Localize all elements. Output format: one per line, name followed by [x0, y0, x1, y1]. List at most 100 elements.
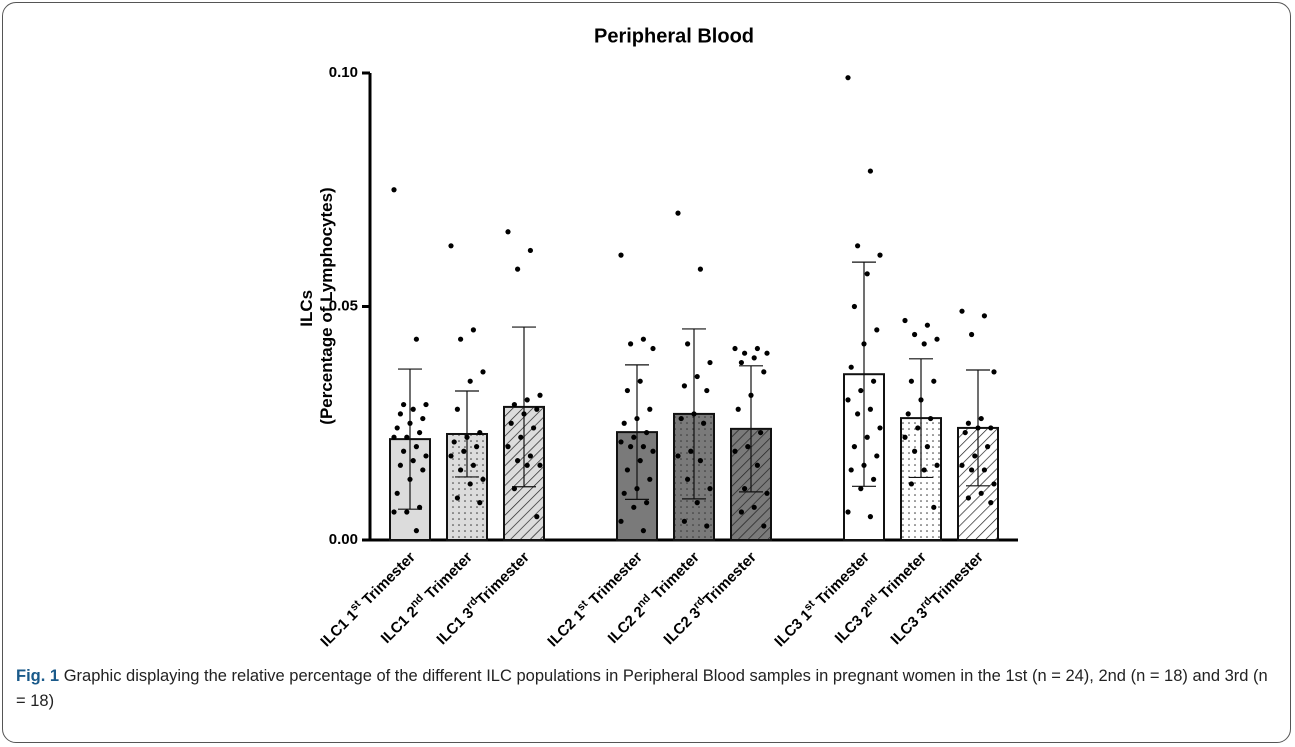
data-point — [969, 467, 975, 473]
data-point — [962, 429, 968, 436]
data-point — [624, 467, 631, 473]
data-point — [845, 509, 851, 515]
data-point — [681, 518, 688, 524]
data-point — [511, 486, 517, 492]
data-point — [985, 444, 991, 450]
data-point — [618, 439, 624, 445]
data-point — [855, 411, 861, 417]
x-tick-label-part: Trimester — [927, 549, 987, 609]
data-point — [527, 453, 534, 459]
data-point — [527, 247, 534, 254]
data-point — [928, 415, 934, 422]
data-point — [407, 476, 413, 482]
data-point — [902, 434, 908, 440]
data-point — [697, 266, 704, 272]
data-point — [458, 467, 464, 473]
data-point — [675, 210, 681, 216]
data-point — [470, 327, 476, 333]
data-point — [845, 75, 851, 81]
data-point — [691, 411, 697, 417]
error-bar — [852, 261, 876, 487]
data-point — [735, 406, 741, 412]
data-point — [461, 448, 467, 454]
data-point — [912, 448, 918, 454]
data-point — [924, 444, 931, 450]
data-point — [934, 336, 940, 342]
data-point — [761, 523, 767, 529]
data-point — [631, 504, 637, 510]
x-tick-label-part: Trimester — [700, 549, 760, 609]
data-point — [521, 411, 527, 417]
data-point — [417, 429, 423, 436]
data-point — [628, 444, 634, 450]
data-point — [981, 467, 988, 473]
data-point — [637, 378, 643, 384]
data-point — [858, 387, 864, 394]
data-point — [534, 406, 540, 412]
data-point — [738, 509, 745, 515]
data-point — [874, 453, 880, 459]
data-point — [867, 406, 874, 412]
data-point — [742, 350, 748, 356]
data-point — [413, 528, 419, 534]
data-point — [480, 476, 486, 482]
data-point — [640, 528, 647, 534]
data-point — [764, 490, 770, 496]
data-point — [924, 322, 931, 328]
data-point — [518, 434, 524, 440]
caption-text: Graphic displaying the relative percenta… — [16, 667, 1268, 710]
data-point — [965, 495, 972, 501]
data-point — [537, 392, 543, 398]
data-point — [640, 336, 647, 342]
data-point — [991, 369, 997, 375]
data-point — [511, 401, 517, 408]
data-point — [969, 331, 975, 338]
data-point — [631, 434, 637, 440]
data-point — [410, 458, 416, 464]
data-point — [855, 243, 861, 249]
data-point — [918, 397, 924, 403]
data-point — [451, 439, 457, 445]
data-point — [988, 425, 994, 431]
x-tick-label-part: Trimeter — [646, 549, 703, 606]
data-point — [634, 486, 640, 492]
data-point — [477, 429, 483, 436]
x-tick-label: ILC3 3rdTrimester — [886, 547, 987, 648]
x-tick-label: ILC2 1st Trimester — [543, 547, 646, 650]
data-point — [704, 387, 710, 394]
data-point — [754, 345, 761, 352]
data-point — [621, 420, 627, 426]
data-point — [534, 514, 540, 520]
data-point — [458, 336, 464, 342]
data-point — [921, 467, 927, 473]
data-point — [972, 453, 978, 459]
chart: Peripheral Blood ILCs (Percentage of Lym… — [297, 25, 1018, 650]
data-point — [401, 401, 407, 408]
data-point — [915, 425, 921, 431]
data-point — [931, 504, 937, 510]
data-point — [454, 406, 460, 412]
data-point — [991, 481, 997, 487]
data-point — [413, 444, 419, 450]
data-point — [851, 303, 858, 310]
data-point — [650, 448, 656, 454]
data-point — [621, 490, 627, 496]
data-point — [867, 514, 874, 520]
y-axis-label: ILCs (Percentage of Lymphocytes) — [297, 187, 336, 424]
data-point — [707, 359, 713, 366]
data-point — [391, 187, 397, 193]
x-tick-label-part: Trimeter — [873, 549, 930, 606]
data-point — [707, 486, 713, 492]
data-point — [675, 453, 681, 459]
data-point — [423, 401, 429, 408]
caption: Fig. 1 Graphic displaying the relative p… — [16, 664, 1276, 714]
data-point — [618, 252, 624, 258]
error-bar — [739, 365, 763, 493]
chart-title: Peripheral Blood — [594, 25, 754, 47]
data-point — [474, 444, 480, 450]
data-point — [751, 355, 757, 361]
data-point — [978, 415, 984, 422]
data-point — [745, 444, 751, 450]
data-point — [634, 415, 640, 422]
